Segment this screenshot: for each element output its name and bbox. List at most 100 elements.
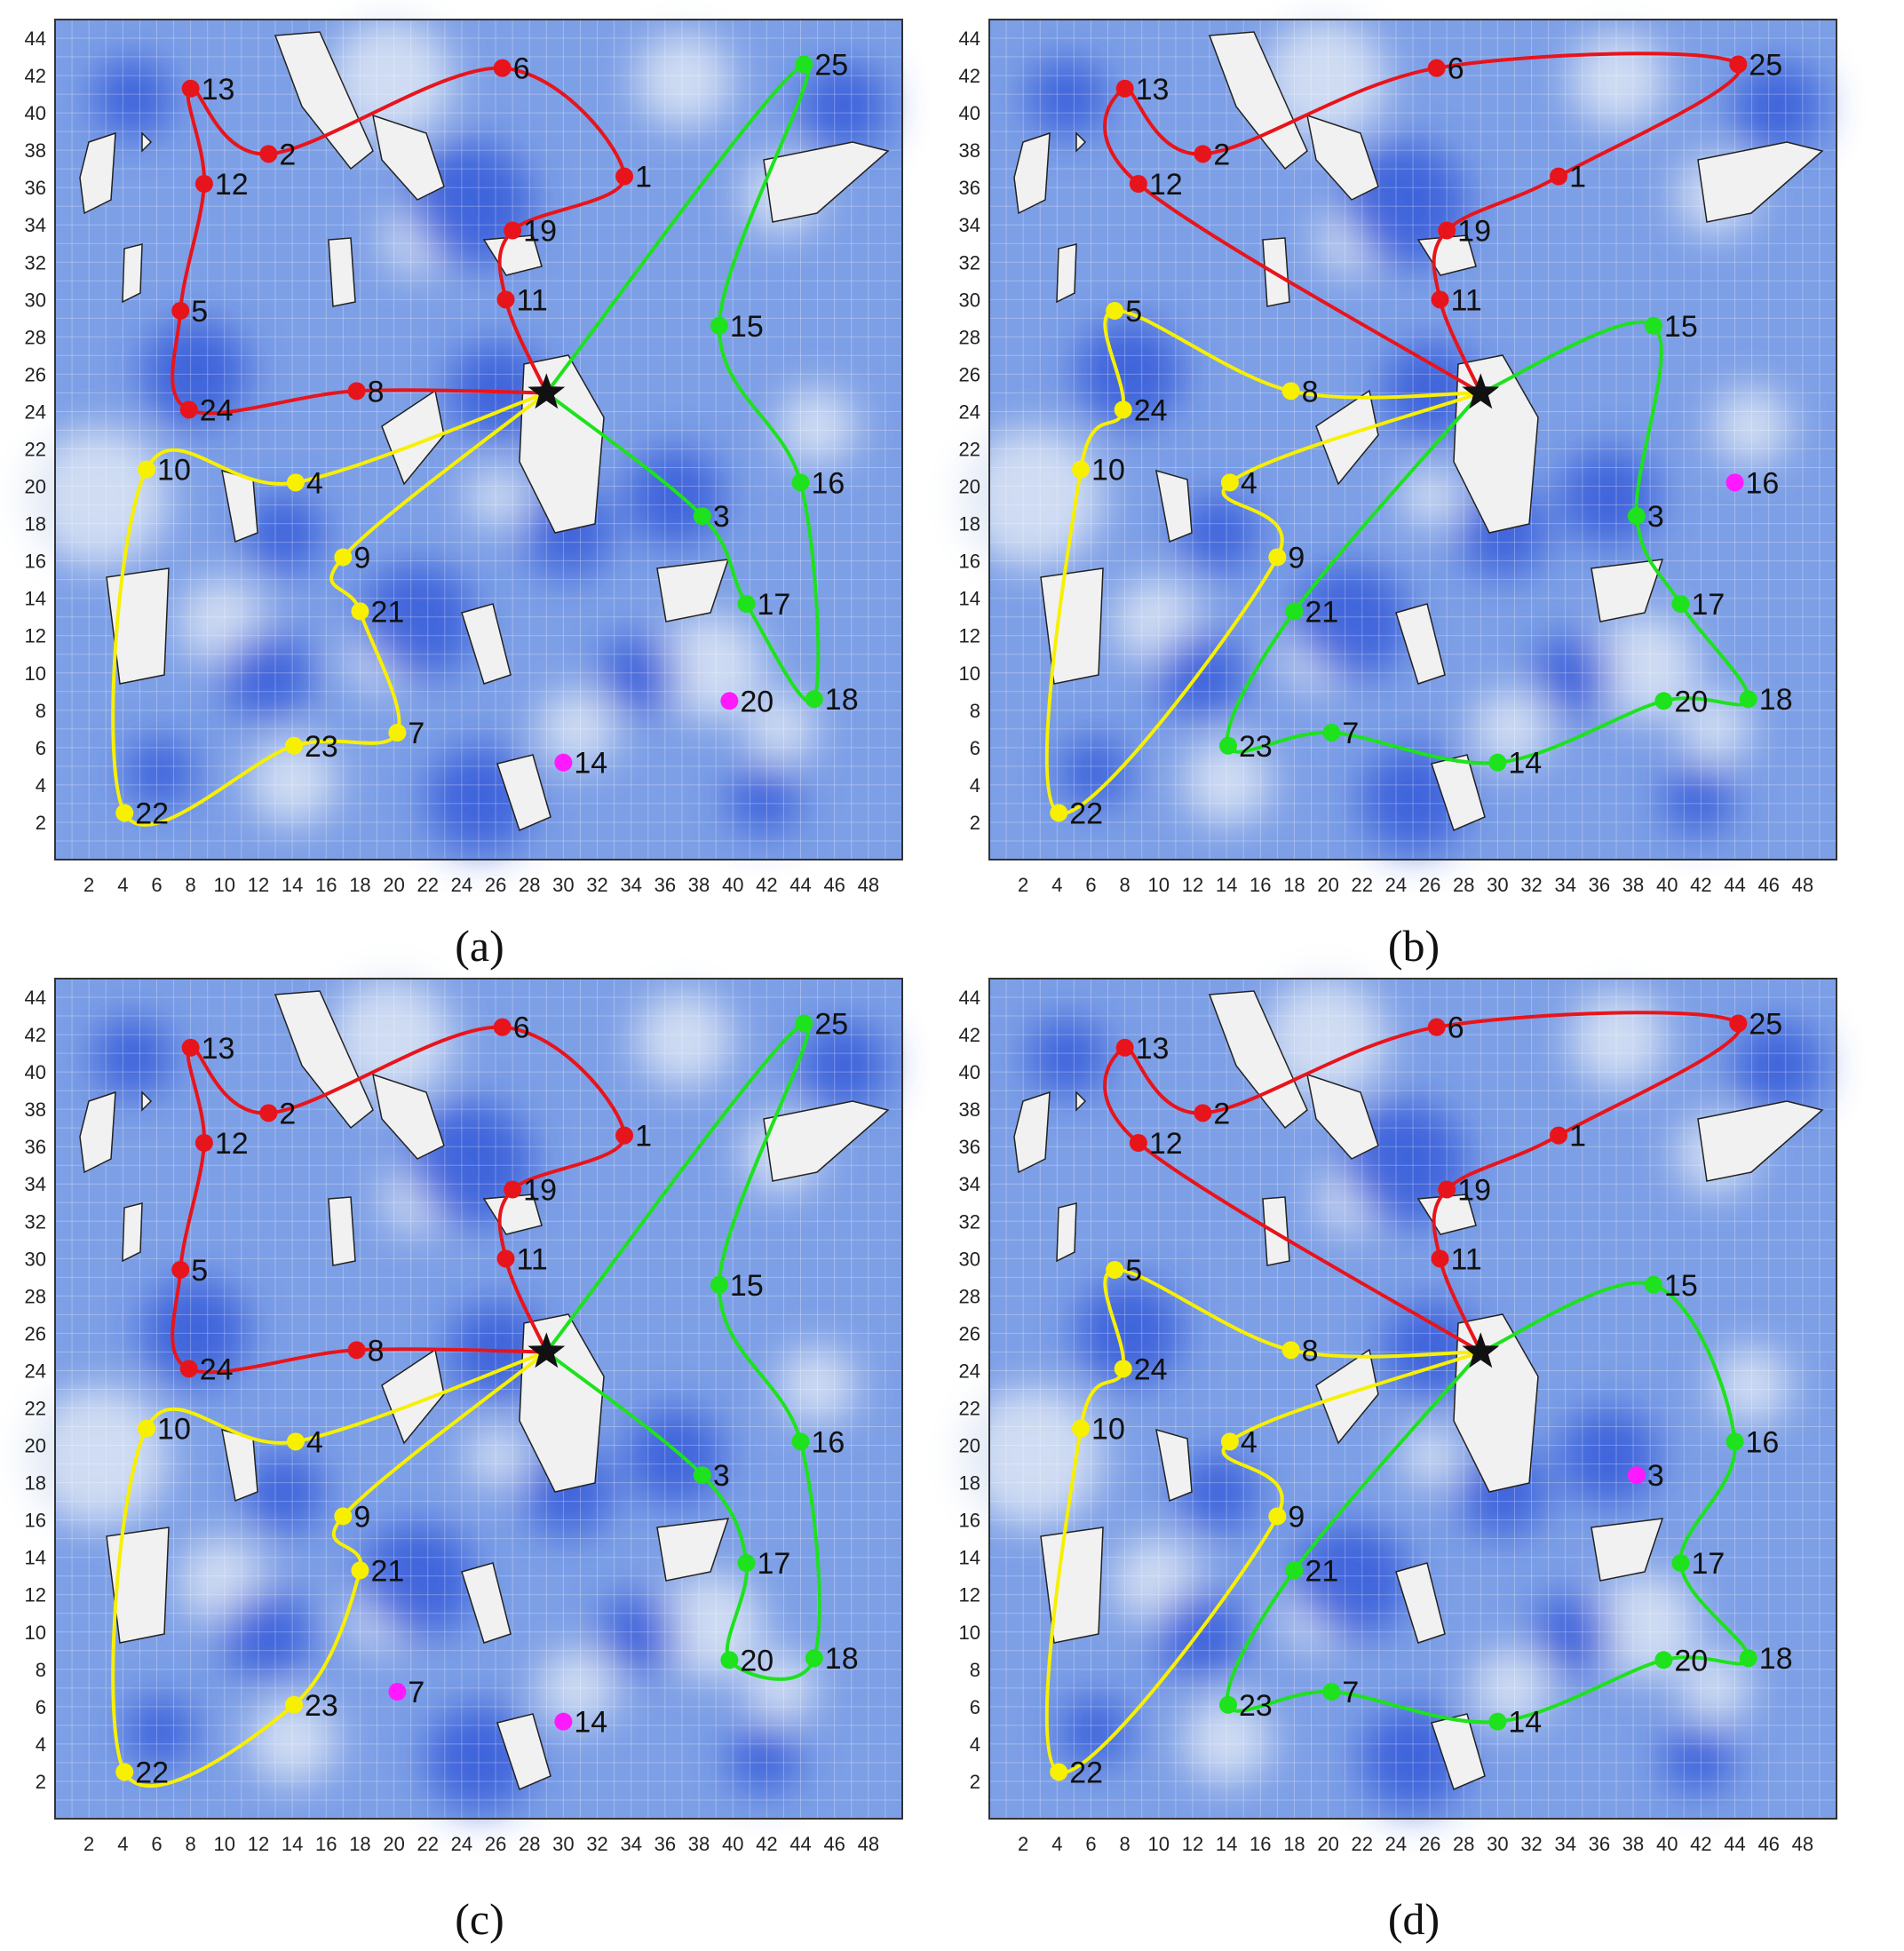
node-2-marker (1194, 1104, 1212, 1122)
node-14-marker (554, 753, 573, 772)
node-15-marker (710, 316, 728, 335)
node-21-label: 21 (370, 595, 404, 629)
island-shape (381, 1348, 445, 1445)
island-shape (79, 131, 116, 215)
x-tick-label: 20 (1317, 874, 1338, 896)
island-shape (1315, 389, 1379, 486)
island-shape (1040, 567, 1104, 685)
x-tick-label: 16 (315, 1833, 337, 1855)
node-23-label: 23 (1239, 1689, 1273, 1723)
node-13-label: 13 (1136, 73, 1170, 107)
depth-shading (961, 977, 1822, 1812)
island-shape (1306, 114, 1379, 201)
island-shape (1075, 1090, 1087, 1112)
node-19-label: 19 (523, 215, 557, 249)
node-16-label: 16 (1746, 466, 1780, 500)
panel-b: 1234567891011121314151617181920212223242… (959, 18, 1837, 971)
node-8-label: 8 (1302, 1334, 1319, 1368)
y-tick-label: 40 (25, 1061, 46, 1083)
y-tick-label: 4 (970, 774, 980, 797)
x-tick-label: 48 (858, 1833, 879, 1855)
x-tick-label: 44 (1724, 1833, 1745, 1855)
x-tick-label: 40 (722, 1833, 743, 1855)
node-4-label: 4 (306, 1425, 323, 1459)
y-tick-label: 2 (36, 1771, 46, 1793)
node-11-label: 11 (517, 1242, 548, 1276)
x-tick-label: 32 (586, 1833, 607, 1855)
y-tick-label: 4 (36, 1733, 46, 1756)
x-tick-label: 22 (1352, 874, 1373, 896)
node-12-label: 12 (1149, 168, 1183, 202)
y-tick-label: 24 (25, 401, 46, 423)
node-9-label: 9 (1288, 1500, 1305, 1534)
y-tick-label: 38 (25, 1098, 46, 1121)
node-9-label: 9 (1288, 541, 1305, 575)
x-tick-label: 34 (1554, 1833, 1575, 1855)
node-14-marker (1488, 1712, 1507, 1731)
x-tick-label: 12 (248, 1833, 269, 1855)
y-tick-label: 14 (959, 1547, 980, 1569)
y-tick-label: 10 (959, 1622, 980, 1644)
y-tick-label: 6 (36, 737, 46, 759)
nodes: 1234567891011121314151617181920212223242… (115, 1007, 859, 1789)
node-24-label: 24 (1134, 393, 1168, 427)
x-tick-label: 20 (383, 1833, 404, 1855)
node-25-marker (795, 55, 813, 74)
island-shape (1591, 1518, 1664, 1582)
node-1-label: 1 (635, 1120, 652, 1154)
node-16-marker (791, 1432, 810, 1451)
node-18-marker (805, 690, 823, 709)
island-shape (1591, 559, 1664, 623)
node-4-label: 4 (1241, 1425, 1257, 1459)
caption-c: (c) (455, 1894, 504, 1944)
x-tick-label: 26 (485, 874, 506, 896)
y-tick-label: 34 (959, 214, 980, 236)
y-tick-label: 10 (959, 662, 980, 685)
node-14-label: 14 (1508, 1706, 1542, 1740)
node-23-marker (1219, 736, 1238, 755)
x-tick-label: 10 (214, 1833, 235, 1855)
x-tick-label: 30 (552, 1833, 574, 1855)
node-20-marker (720, 692, 739, 710)
node-20-label: 20 (740, 1644, 774, 1677)
x-tick-label: 8 (1120, 1833, 1130, 1855)
x-tick-label: 8 (1120, 874, 1130, 896)
node-9-label: 9 (353, 1500, 370, 1534)
node-11-label: 11 (1451, 1242, 1482, 1276)
node-23-label: 23 (1239, 730, 1273, 764)
node-6-label: 6 (513, 52, 530, 86)
x-tick-label: 48 (1792, 1833, 1813, 1855)
node-1-label: 1 (635, 161, 652, 194)
y-tick-label: 30 (959, 289, 980, 311)
node-22-marker (115, 1763, 134, 1781)
node-14-label: 14 (1508, 747, 1542, 781)
x-tick-label: 2 (83, 1833, 94, 1855)
y-tick-label: 36 (959, 1136, 980, 1158)
x-tick-label: 46 (1757, 1833, 1779, 1855)
y-tick-label: 44 (959, 987, 980, 1009)
x-tick-label: 42 (756, 1833, 777, 1855)
x-tick-label: 2 (1018, 874, 1028, 896)
star-icon (1462, 373, 1500, 409)
x-tick-label: 38 (1622, 874, 1644, 896)
x-tick-label: 4 (117, 874, 128, 896)
node-4-marker (1220, 1432, 1239, 1451)
y-tick-label: 14 (25, 1547, 46, 1569)
node-4-marker (286, 1432, 305, 1451)
y-tick-label: 16 (25, 551, 46, 573)
node-4-marker (1220, 473, 1239, 492)
y-tick-label: 8 (36, 1659, 46, 1681)
caption-a: (a) (455, 921, 504, 971)
node-23-marker (285, 736, 304, 755)
x-tick-label: 42 (756, 874, 777, 896)
node-6-label: 6 (513, 1011, 530, 1045)
x-tick-label: 16 (1250, 1833, 1271, 1855)
y-tick-label: 16 (959, 1510, 980, 1532)
node-13-marker (1115, 79, 1134, 98)
y-tick-label: 16 (959, 551, 980, 573)
node-8-marker (347, 1341, 366, 1360)
node-3-label: 3 (713, 1459, 730, 1493)
node-6-marker (493, 59, 512, 77)
x-tick-label: 24 (451, 1833, 472, 1855)
